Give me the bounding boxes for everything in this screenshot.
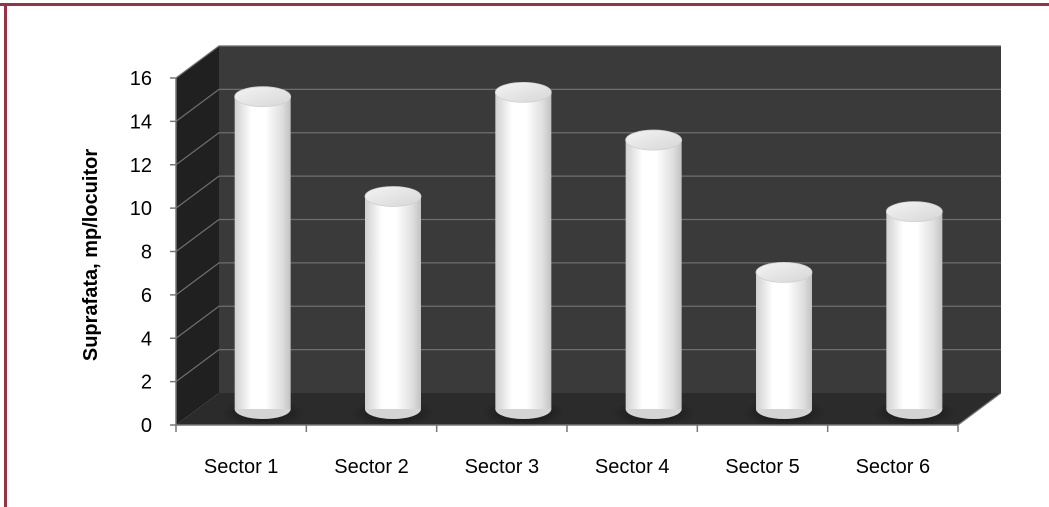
bar: [220, 86, 305, 427]
bar: [742, 261, 826, 427]
y-tick-labels: 0 2 4 6 8 10 12 14 16: [130, 68, 152, 437]
bar-cap: [494, 81, 552, 103]
y-tick-label: 4: [141, 328, 152, 350]
gridline: [175, 45, 1001, 79]
floor-edge: [957, 392, 1002, 426]
y-tick-label: 8: [141, 242, 152, 264]
bar-cap: [625, 129, 683, 151]
bar-body: [756, 272, 812, 409]
gridlines: [175, 45, 1001, 383]
bar: [872, 201, 957, 427]
frame-left-border: [4, 3, 7, 507]
bar-body: [625, 140, 682, 409]
gridline: [175, 175, 1001, 209]
bar: [351, 186, 435, 427]
gridline: [175, 88, 1001, 122]
axes: [170, 77, 1002, 432]
bar-cap: [755, 261, 813, 283]
x-tick-label: Sector 5: [725, 456, 799, 478]
y-tick-label: 12: [130, 155, 152, 177]
x-tick-label: Sector 3: [465, 456, 539, 478]
bar-cap: [234, 86, 292, 108]
x-tick-label: Sector 2: [334, 456, 408, 478]
bar-body: [365, 196, 421, 409]
gridline: [175, 218, 1001, 252]
x-tick-labels: Sector 1 Sector 2 Sector 3 Sector 4 Sector 5…: [204, 456, 930, 478]
y-tick-label: 16: [130, 68, 152, 90]
bar: [481, 81, 566, 427]
gridline: [175, 305, 1001, 339]
bar-body: [886, 211, 943, 409]
gridline: [175, 349, 1001, 383]
y-tick-label: 10: [130, 198, 152, 220]
y-axis-title: Suprafata, mp/locuitor: [80, 149, 102, 361]
bar-body: [234, 96, 291, 409]
chart-walls: [176, 46, 1001, 425]
x-tick-label: Sector 6: [856, 456, 930, 478]
bar-cap: [885, 201, 943, 223]
x-tick-label: Sector 1: [204, 456, 278, 478]
bar: [611, 129, 696, 427]
frame-top-border: [0, 3, 1049, 6]
y-tick-label: 14: [130, 111, 152, 133]
gridline: [175, 132, 1001, 166]
y-tick-label: 2: [141, 372, 152, 394]
x-tick-label: Sector 4: [595, 456, 669, 478]
gridline: [175, 262, 1001, 296]
y-tick-label: 6: [141, 285, 152, 307]
bar-body: [495, 92, 552, 410]
y-tick-label: 0: [141, 415, 152, 437]
bars: [220, 81, 957, 427]
bar-cap: [364, 186, 422, 207]
